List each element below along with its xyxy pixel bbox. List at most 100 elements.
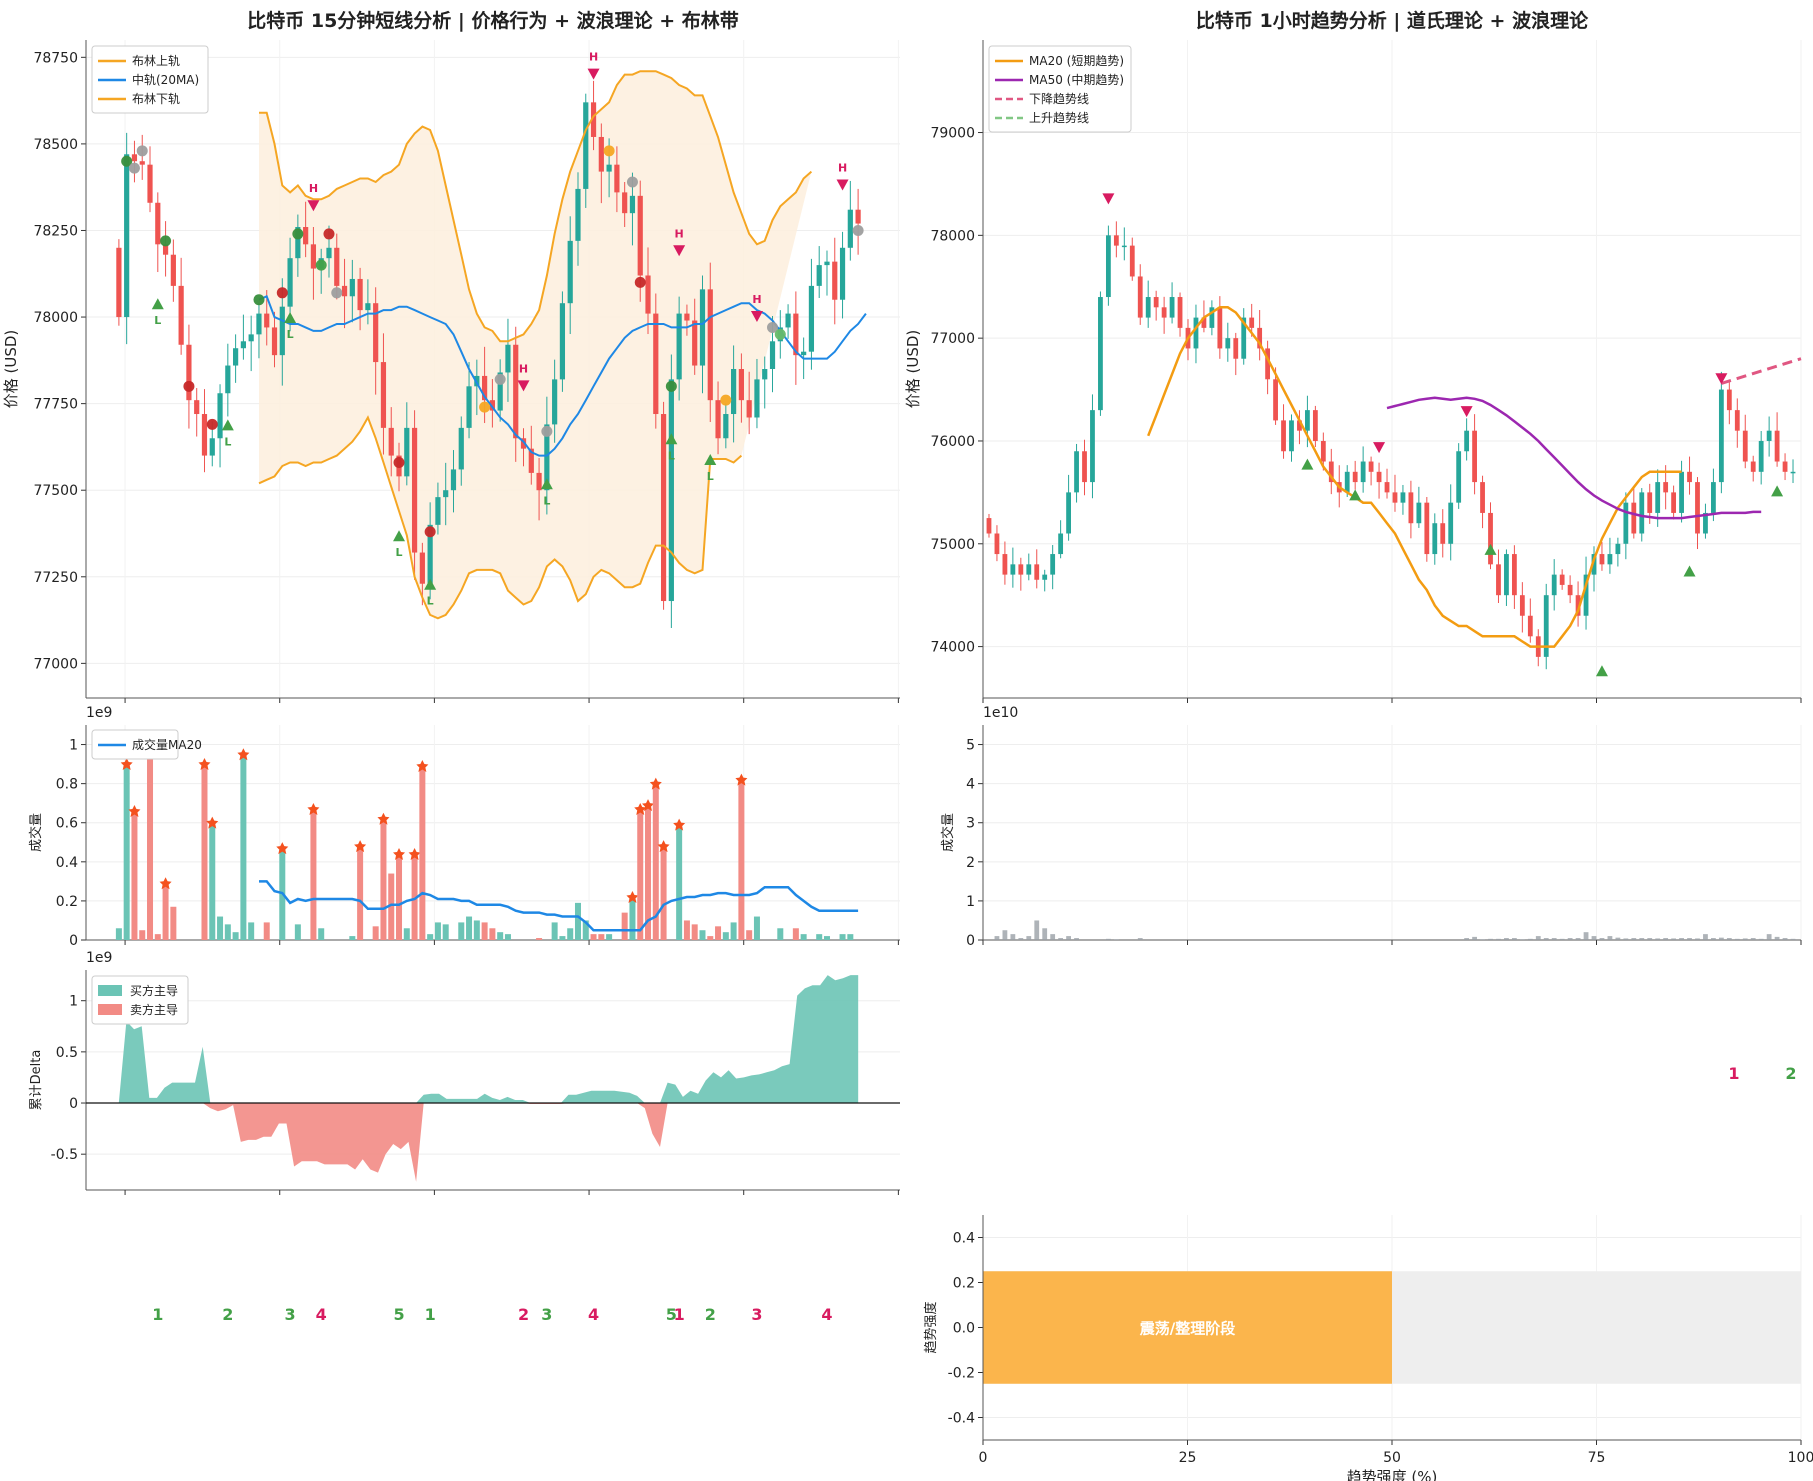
candle-body xyxy=(1766,430,1772,441)
candle-body xyxy=(762,369,768,380)
candle-body xyxy=(1392,492,1398,503)
xtick-label: 25 xyxy=(1179,1450,1197,1466)
candle-body xyxy=(1583,574,1589,616)
volume-spike-star xyxy=(198,758,211,771)
wave-point-dot xyxy=(424,526,436,538)
candle-body xyxy=(1153,297,1159,308)
candle-body xyxy=(1225,338,1231,349)
candle-body xyxy=(1257,327,1263,349)
wave-point-dot xyxy=(774,328,786,340)
candle-body xyxy=(1416,502,1422,524)
legend-label: 卖方主导 xyxy=(130,1002,178,1017)
volume-bar xyxy=(442,924,449,940)
volume-spike-star xyxy=(642,799,655,812)
legend-label: 买方主导 xyxy=(130,983,178,998)
candle-body xyxy=(1559,574,1565,585)
ytick-label: 1 xyxy=(69,994,78,1010)
ytick-label: 3 xyxy=(966,816,975,832)
candle-body xyxy=(1281,420,1286,452)
volume-bar xyxy=(691,924,698,940)
candle-body xyxy=(435,497,441,525)
candle-body xyxy=(839,247,846,300)
volume-bar xyxy=(629,898,636,940)
bollinger-upper-line xyxy=(259,70,813,343)
candle-body xyxy=(793,313,799,356)
candle-body xyxy=(559,303,566,380)
wave-point-dot xyxy=(494,373,506,385)
candle-body xyxy=(271,327,278,356)
candle-body xyxy=(388,427,394,456)
candle-body xyxy=(801,351,807,356)
candle-body xyxy=(1480,482,1485,513)
xtick-label: 100 xyxy=(1788,1450,1813,1466)
wave-point-dot xyxy=(720,394,732,406)
candle-body xyxy=(1599,554,1605,565)
y-axis-label: 累计Delta xyxy=(29,1050,44,1111)
candle-body xyxy=(178,285,184,345)
wave-count-label: 1 xyxy=(1728,1064,1739,1083)
volume-bar xyxy=(621,912,628,940)
ytick-label: 0 xyxy=(966,933,975,949)
candle-body xyxy=(1074,451,1079,493)
wave-point-dot xyxy=(183,380,195,392)
volume-bar xyxy=(994,936,1000,940)
candle-body xyxy=(201,414,208,456)
candle-body xyxy=(427,524,433,584)
swing-low-marker xyxy=(540,478,553,490)
volume-bar xyxy=(1105,938,1111,940)
wave-count-label: 2 xyxy=(1785,1064,1796,1083)
volume-bar xyxy=(1543,938,1549,940)
candle-body xyxy=(1352,471,1358,483)
legend-swatch xyxy=(98,985,122,996)
swing-high-marker xyxy=(750,311,763,323)
candle-body xyxy=(1424,502,1430,555)
candle-body xyxy=(233,348,239,366)
candle-body xyxy=(1511,554,1517,596)
swing-low-label: L xyxy=(287,328,294,341)
candle-body xyxy=(1734,410,1740,431)
candle-body xyxy=(458,427,464,470)
swing-high-label: H xyxy=(309,182,318,195)
volume-bar xyxy=(1583,932,1589,940)
legend-label: MA20 (短期趋势) xyxy=(1029,54,1124,68)
candle-body xyxy=(1639,492,1645,534)
volume-bar xyxy=(1615,937,1621,940)
wave-point-dot xyxy=(160,235,172,247)
panel-15m-price: 77000 77250 77500 77750 78000 78250 78500 78750… xyxy=(2,9,900,703)
candle-body xyxy=(1360,461,1366,483)
volume-bar xyxy=(504,934,511,940)
swing-low-marker xyxy=(393,530,406,542)
volume-bar xyxy=(466,916,473,940)
candle-body xyxy=(994,533,1000,555)
volume-spike-star xyxy=(626,890,639,903)
candle-body xyxy=(1631,502,1637,534)
candle-body xyxy=(482,375,488,401)
wave-count-label: 3 xyxy=(541,1305,552,1324)
candle-body xyxy=(746,400,752,418)
volume-bar xyxy=(1790,938,1796,940)
ytick-label: 78750 xyxy=(33,50,78,66)
ytick-label: 5 xyxy=(966,738,975,754)
wave-point-dot xyxy=(292,228,304,240)
volume-bar xyxy=(1671,938,1677,940)
volume-bar xyxy=(427,934,434,940)
volume-bar xyxy=(349,936,356,940)
volume-bar xyxy=(263,922,270,940)
ytick-label: 0.5 xyxy=(56,1045,78,1061)
volume-bar xyxy=(147,744,154,940)
candle-body xyxy=(1758,440,1764,472)
candle-body xyxy=(1488,512,1493,565)
volume-bar xyxy=(582,920,589,940)
volume-bar xyxy=(224,924,231,940)
candle-body xyxy=(1137,276,1143,318)
volume-bar xyxy=(217,916,224,940)
ytick-label: 78250 xyxy=(33,223,78,239)
swing-low-label: L xyxy=(668,449,675,462)
candle-body xyxy=(684,313,690,321)
delta-buy-area xyxy=(118,975,859,1104)
candle-body xyxy=(1711,482,1716,513)
candle-body xyxy=(676,313,682,380)
wave-point-dot xyxy=(479,401,491,413)
volume-spike-star xyxy=(634,803,647,815)
candle-body xyxy=(1607,554,1613,565)
